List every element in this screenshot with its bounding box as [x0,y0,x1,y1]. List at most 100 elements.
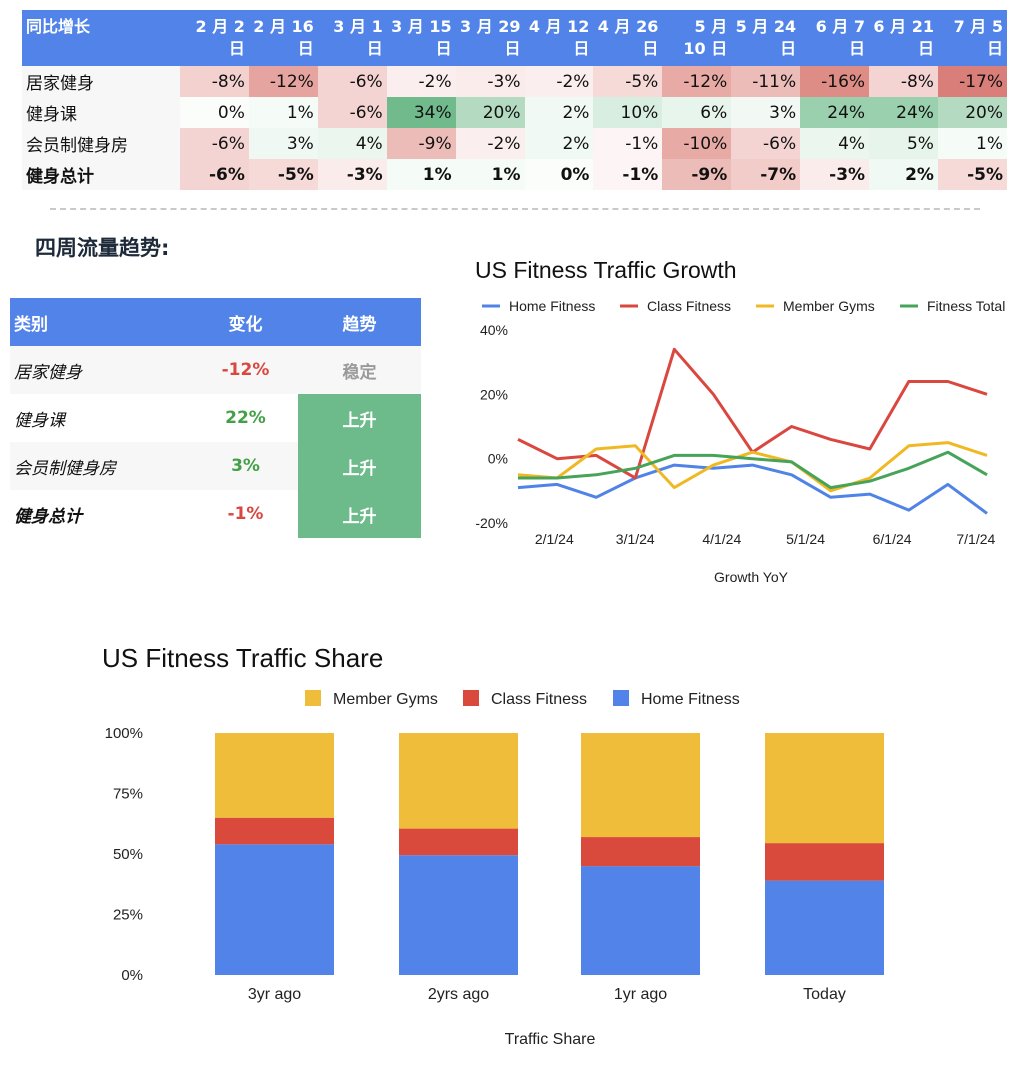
yoy-col-header-line2: 日 [917,39,934,58]
yoy-col-header: 7 月 5 日 [937,10,1007,66]
x-tick-label: 3yr ago [248,986,301,1003]
yoy-cell: 0% [180,97,249,128]
bar-segment [399,733,518,829]
trend-change: 22% [193,394,298,442]
yoy-col-header-line2: 日 [780,39,797,58]
legend-label: Member Gyms [783,298,875,314]
legend-label: Member Gyms [333,691,438,708]
yoy-cell: -11% [731,66,801,97]
yoy-col-header: 2 月 2 日 [180,10,249,66]
yoy-row-label: 会员制健身房 [22,128,180,159]
line-chart-title: US Fitness Traffic Growth [475,257,737,283]
share-bar-chart: US Fitness Traffic Share Member Gyms Clas… [102,643,884,1048]
yoy-col-header-line1: 2 月 16 [253,17,314,36]
yoy-cell: 24% [869,97,938,128]
trend-direction-badge: 上升 [298,394,421,442]
y-tick-label: 40% [480,322,508,338]
series-line [517,441,988,493]
yoy-cell: 4% [317,128,387,159]
yoy-cell: -7% [731,159,801,190]
bar-segment [581,866,700,975]
trend-direction-badge: 上升 [298,490,421,538]
bar-segment [765,733,884,844]
yoy-col-header-line1: 5 月 24 [735,17,797,36]
yoy-col-header: 6 月 7 日 [800,10,870,66]
x-tick-label: 2yrs ago [428,986,489,1003]
growth-line-chart: US Fitness Traffic Growth Home Fitness Cl… [475,257,1005,585]
yoy-cell: -2% [524,66,594,97]
yoy-cell: 10% [593,97,663,128]
yoy-cell: 2% [524,128,594,159]
yoy-cell: -8% [180,66,249,97]
y-tick-label: 25% [113,907,143,924]
yoy-col-header-line1: 3 月 1 [333,17,383,36]
yoy-col-header-line2: 日 [297,39,314,58]
trend-header-change: 变化 [193,298,298,346]
line-chart-series [517,347,988,515]
yoy-cell: -3% [317,159,387,190]
bar-chart-x-label: Traffic Share [505,1031,596,1048]
yoy-cell: 1% [937,128,1007,159]
legend-swatch [305,690,321,706]
x-tick-label: 7/1/24 [956,531,995,547]
trend-row: 健身课 22% 上升 [10,394,421,442]
bar-segment [399,828,518,856]
bar-segment [581,837,700,867]
bar-segment [215,817,334,845]
trend-header-row: 类别 变化 趋势 [10,298,421,346]
yoy-col-header-line2: 10 日 [683,39,728,58]
yoy-cell: 1% [248,97,318,128]
yoy-cell: 2% [869,159,938,190]
legend-label: Home Fitness [641,691,740,708]
yoy-col-header: 5 月 24 日 [731,10,801,66]
yoy-cell: -6% [180,159,249,190]
bar-chart-x-axis: 3yr ago 2yrs ago 1yr ago Today [248,986,846,1003]
trend-change: -12% [193,346,298,394]
yoy-col-header: 3 月 15 日 [386,10,456,66]
bar-chart-title: US Fitness Traffic Share [102,643,383,673]
yoy-cell: -6% [180,128,249,159]
yoy-cell: -10% [662,128,732,159]
yoy-col-header-line1: 3 月 15 [391,17,452,36]
trend-table: 类别 变化 趋势 居家健身 -12% 稳定 健身课 22% 上升 会员制健身房 3% 上升 健身总… [10,298,421,538]
yoy-row: 居家健身 -8% -12% -6% -2% -3% -2% -5% -12% -11% -16% -8… [22,66,1007,97]
yoy-cell: -5% [937,159,1007,190]
yoy-col-header-line2: 日 [642,39,659,58]
y-tick-label: 100% [105,725,143,742]
yoy-cell: 24% [800,97,870,128]
line-chart-x-label: Growth YoY [714,569,789,585]
yoy-cell: 0% [524,159,594,190]
yoy-col-header-line2: 日 [366,39,383,58]
yoy-col-header-line2: 日 [986,39,1003,58]
x-tick-label: 3/1/24 [616,531,655,547]
yoy-cell: 3% [248,128,318,159]
yoy-cell: -5% [593,66,663,97]
yoy-col-header: 3 月 29 日 [455,10,525,66]
yoy-cell: -3% [800,159,870,190]
yoy-cell: -8% [869,66,938,97]
yoy-cell: -1% [593,128,663,159]
yoy-cell: -1% [593,159,663,190]
yoy-col-header-line2: 日 [435,39,452,58]
yoy-row: 会员制健身房 -6% 3% 4% -9% -2% 2% -1% -10% -6% 4% 5% 1% [22,128,1007,159]
yoy-cell: 2% [524,97,594,128]
y-tick-label: 50% [113,846,143,863]
legend-label: Class Fitness [491,691,587,708]
yoy-col-header-line1: 5 月 [694,17,728,36]
x-tick-label: 2/1/24 [535,531,574,547]
trend-header-category: 类别 [10,298,193,346]
yoy-col-header-line1: 4 月 26 [597,17,659,36]
legend-swatch [613,690,629,706]
line-chart-x-axis: 2/1/24 3/1/24 4/1/24 5/1/24 6/1/24 7/1/24 [535,531,996,547]
bar-segment [399,855,518,975]
legend-label: Fitness Total [927,298,1005,314]
trend-category: 健身总计 [10,490,193,538]
yoy-cell: 20% [455,97,525,128]
bar-segment [215,733,334,818]
trend-change: 3% [193,442,298,490]
yoy-col-header-line2: 日 [849,39,866,58]
legend-swatch [463,690,479,706]
line-chart-y-axis: -20% 0% 20% 40% [475,322,508,531]
